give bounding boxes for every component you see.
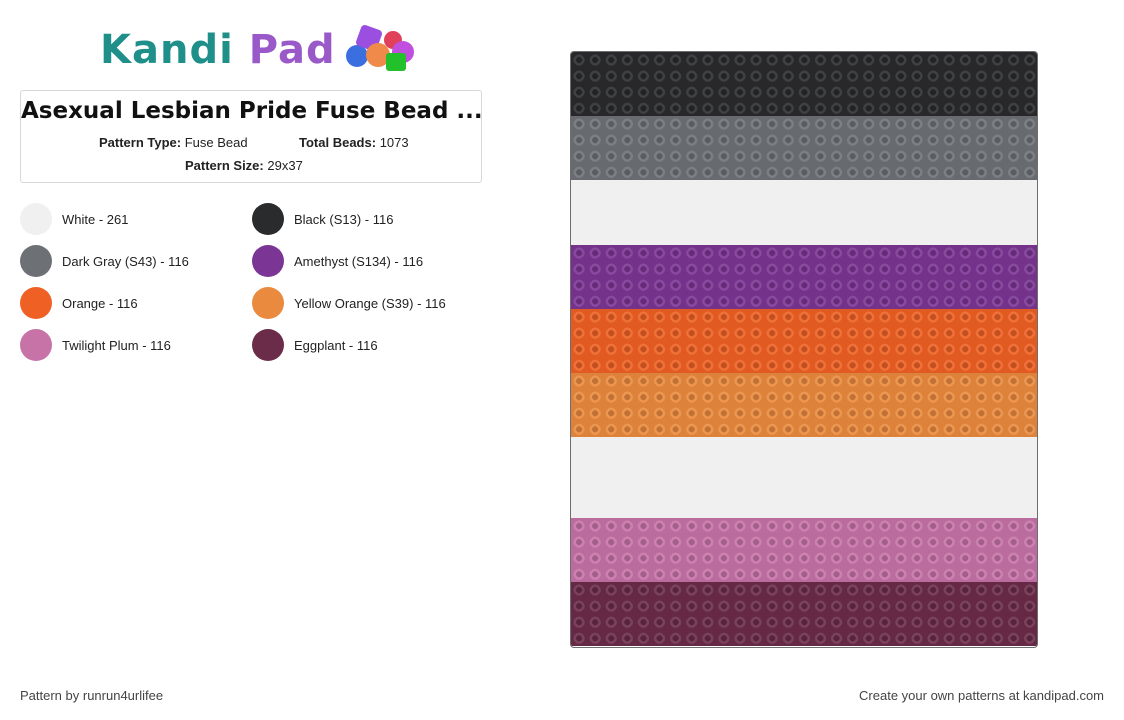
bead-stripe bbox=[571, 116, 1037, 181]
bead-stripe bbox=[571, 517, 1037, 583]
legend-item: Eggplant - 116 bbox=[252, 328, 378, 362]
pattern-type: Pattern Type: Fuse Bead bbox=[99, 135, 248, 150]
total-beads-value: 1073 bbox=[379, 135, 409, 150]
legend-item: White - 261 bbox=[20, 202, 128, 236]
logo-beads-icon bbox=[344, 23, 424, 75]
color-swatch bbox=[20, 287, 52, 319]
kandipad-logo[interactable]: Kandi Pad bbox=[100, 22, 424, 78]
total-beads: Total Beads: 1073 bbox=[299, 135, 409, 150]
color-swatch bbox=[252, 287, 284, 319]
color-swatch bbox=[20, 329, 52, 361]
legend-label: Orange - 116 bbox=[62, 295, 138, 311]
legend-item: Twilight Plum - 116 bbox=[20, 328, 171, 362]
legend-label: White - 261 bbox=[62, 211, 129, 227]
legend-label: Dark Gray (S43) - 116 bbox=[62, 253, 189, 269]
color-swatch bbox=[252, 203, 284, 235]
legend-item: Black (S13) - 116 bbox=[252, 202, 393, 236]
bead-stripe bbox=[571, 308, 1037, 374]
bead-pattern-board bbox=[570, 51, 1038, 648]
kandipad-link[interactable]: Create your own patterns at kandipad.com bbox=[859, 688, 1104, 703]
pattern-info-card: Asexual Lesbian Pride Fuse Bead ... Patt… bbox=[20, 90, 482, 183]
color-swatch bbox=[20, 203, 52, 235]
pattern-type-label: Pattern Type: bbox=[99, 135, 182, 150]
color-swatch bbox=[252, 245, 284, 277]
legend-item: Dark Gray (S43) - 116 bbox=[20, 244, 189, 278]
bead-stripe bbox=[571, 180, 1037, 246]
legend-label: Yellow Orange (S39) - 116 bbox=[294, 295, 446, 311]
bead-stripe bbox=[571, 373, 1037, 438]
total-beads-label: Total Beads: bbox=[299, 135, 377, 150]
bead-stripe bbox=[571, 437, 1037, 519]
logo-wordmark: Kandi Pad bbox=[100, 27, 336, 73]
legend-item: Amethyst (S134) - 116 bbox=[252, 244, 423, 278]
pattern-type-value: Fuse Bead bbox=[184, 135, 248, 150]
pattern-title: Asexual Lesbian Pride Fuse Bead ... bbox=[21, 98, 481, 124]
pattern-size-label: Pattern Size: bbox=[185, 158, 264, 173]
legend-label: Twilight Plum - 116 bbox=[62, 337, 171, 353]
pattern-credit: Pattern by runrun4urlifee bbox=[20, 688, 164, 703]
logo-word-kandi: Kandi bbox=[100, 27, 234, 73]
pattern-size-value: 29x37 bbox=[267, 158, 303, 173]
logo-word-pad: Pad bbox=[248, 27, 336, 73]
legend-item: Orange - 116 bbox=[20, 286, 138, 320]
legend-label: Black (S13) - 116 bbox=[294, 211, 394, 227]
bead-stripe bbox=[571, 52, 1037, 117]
color-swatch bbox=[252, 329, 284, 361]
legend-label: Amethyst (S134) - 116 bbox=[294, 253, 424, 269]
legend-label: Eggplant - 116 bbox=[294, 337, 378, 353]
color-swatch bbox=[20, 245, 52, 277]
bead-stripe bbox=[571, 244, 1037, 310]
pattern-size: Pattern Size: 29x37 bbox=[185, 158, 303, 173]
legend-item: Yellow Orange (S39) - 116 bbox=[252, 286, 446, 320]
bead-stripe bbox=[571, 581, 1037, 647]
